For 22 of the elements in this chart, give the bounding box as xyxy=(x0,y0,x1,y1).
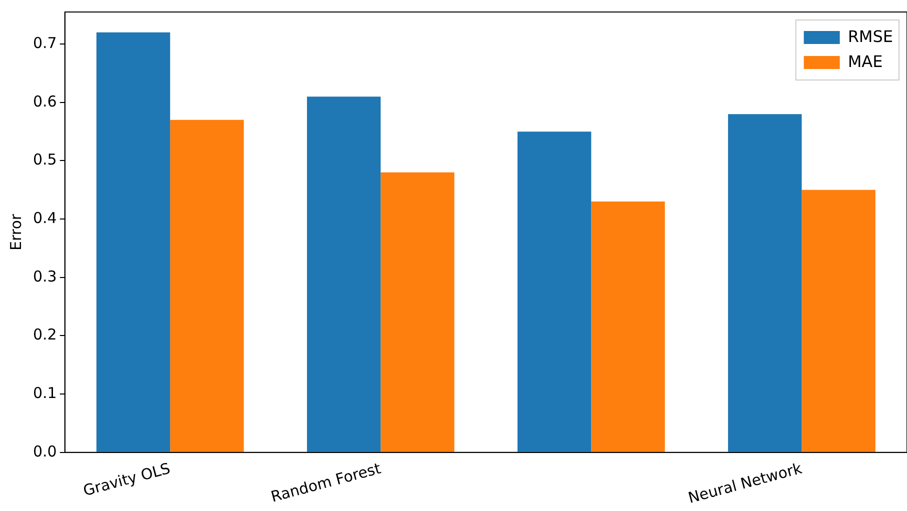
bar xyxy=(518,132,592,452)
y-tick-label: 0.0 xyxy=(32,442,57,460)
x-tick-label: Gravity OLS xyxy=(81,459,172,500)
y-tick-label: 0.2 xyxy=(32,326,57,344)
x-tick-label: Random Forest xyxy=(268,459,383,506)
y-tick-label: 0.3 xyxy=(32,267,57,286)
bar xyxy=(96,32,170,452)
legend-label: MAE xyxy=(848,52,883,72)
y-tick-label: 0.4 xyxy=(32,208,57,227)
y-tick-label: 0.6 xyxy=(32,92,57,110)
y-tick-label: 0.5 xyxy=(32,150,57,169)
bar xyxy=(380,172,454,452)
bar xyxy=(728,114,802,452)
bar xyxy=(170,120,244,452)
y-tick-label: 0.7 xyxy=(32,34,57,52)
x-tick-label: Neural Network xyxy=(686,459,804,507)
bar xyxy=(306,96,381,452)
bar xyxy=(591,202,665,452)
legend-label: RMSE xyxy=(848,27,893,46)
bar xyxy=(802,190,876,452)
y-tick-label: 0.1 xyxy=(32,384,57,402)
y-axis-title: Error xyxy=(6,213,25,250)
